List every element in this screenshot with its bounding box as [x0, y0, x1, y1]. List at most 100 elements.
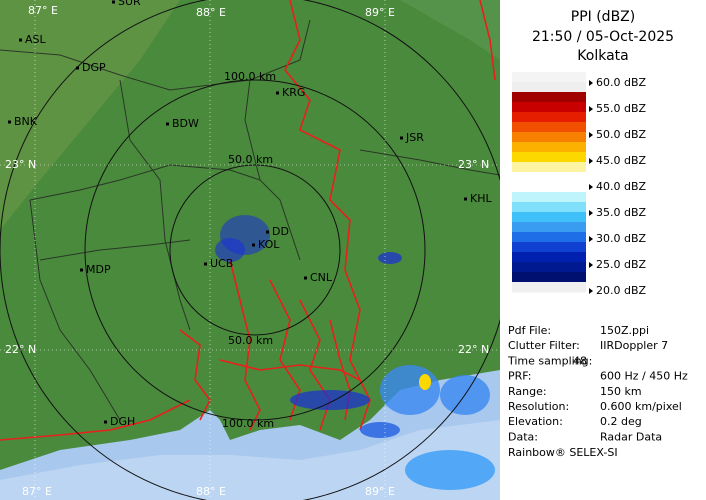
range-label: 100.0 km: [224, 70, 276, 83]
range-label: 100.0 km: [222, 417, 274, 430]
info-key: PRF:: [508, 370, 531, 383]
color-swatch: [512, 202, 586, 213]
grid-label: 88° E: [196, 6, 226, 19]
city-label: ASL: [25, 33, 47, 46]
header-time: 21:50 / 05-Oct-2025: [532, 29, 674, 45]
city-dot: [276, 91, 279, 95]
city-label: UCB: [210, 257, 233, 270]
grid-label: 22° N: [5, 343, 36, 356]
info-value: IIRDoppler 7: [600, 339, 668, 352]
color-swatch: [512, 122, 586, 133]
grid-label: 87° E: [22, 485, 52, 498]
color-swatch: [512, 142, 586, 153]
upland: [0, 0, 180, 230]
city-label: DD: [272, 225, 289, 238]
legend-label: 55.0 dBZ: [596, 102, 647, 115]
city-label: BDW: [172, 117, 199, 130]
city-label: JSR: [405, 131, 424, 144]
grid-label: 88° E: [196, 485, 226, 498]
terrain: [400, 0, 500, 60]
info-key: Range:: [508, 385, 547, 398]
legend-tick: [589, 210, 593, 216]
grid-label: 89° E: [365, 6, 395, 19]
city-dot: [112, 0, 115, 4]
header-title: PPI (dBZ): [571, 9, 635, 25]
map: 87° E 88° E 89° E 23° N 23° N 22° N 22° N 87° E…: [0, 0, 500, 500]
legend-label: 30.0 dBZ: [596, 232, 647, 245]
color-swatch: [512, 252, 586, 263]
legend-label: 20.0 dBZ: [596, 284, 647, 297]
color-swatch: [512, 152, 586, 163]
color-swatch: [512, 212, 586, 223]
city-label: CNL: [310, 271, 333, 284]
color-swatch: [512, 222, 586, 233]
range-rings: [0, 0, 500, 500]
info-value: 48: [573, 354, 587, 367]
city-dot: [266, 230, 269, 234]
info-value: 150Z.ppi: [600, 324, 649, 337]
grid-label: 22° N: [458, 343, 489, 356]
legend-tick: [589, 80, 593, 86]
city-dot: [304, 276, 307, 280]
info-value: Radar Data: [600, 430, 662, 443]
map-labels: 87° E 88° E 89° E 23° N 23° N 22° N 22° N 87° E…: [5, 0, 492, 498]
city-dot: [8, 120, 11, 124]
district-borders: [0, 19, 500, 421]
city-dot: [400, 136, 403, 140]
city-label: SUR: [118, 0, 141, 8]
city-dot: [252, 243, 255, 247]
grid-label: 23° N: [458, 158, 489, 171]
color-swatch: [512, 192, 586, 203]
city-dot: [76, 66, 79, 70]
legend-tick: [589, 288, 593, 294]
city-label: KHL: [470, 192, 492, 205]
city-label: MDP: [86, 263, 111, 276]
info-key: Elevation:: [508, 415, 563, 428]
header-site: Kolkata: [577, 48, 628, 64]
city-dot: [166, 122, 169, 126]
legend-label: 40.0 dBZ: [596, 180, 647, 193]
footer: Rainbow® SELEX-SI: [508, 446, 618, 459]
legend-tick: [589, 262, 593, 268]
grid-label: 23° N: [5, 158, 36, 171]
color-swatch: [512, 72, 586, 83]
legend-tick: [589, 132, 593, 138]
info-value: 0.2 deg: [600, 415, 642, 428]
range-label: 50.0 km: [228, 334, 273, 347]
echoes: [215, 215, 495, 490]
color-swatch: [512, 272, 586, 283]
info-value: 600 Hz / 450 Hz: [600, 370, 688, 383]
legend-tick: [589, 236, 593, 242]
info-key: Pdf File:: [508, 324, 551, 337]
info-key: Clutter Filter:: [508, 339, 580, 352]
color-swatch: [512, 102, 586, 113]
city-dot: [19, 38, 22, 42]
info-value: 150 km: [600, 385, 642, 398]
legend-tick: [589, 106, 593, 112]
range-label: 50.0 km: [228, 153, 273, 166]
info-key: Data:: [508, 430, 538, 443]
color-swatch: [512, 232, 586, 243]
color-swatch: [512, 242, 586, 253]
color-swatch: [512, 172, 586, 183]
grid-label: 89° E: [365, 485, 395, 498]
legend-label: 35.0 dBZ: [596, 206, 647, 219]
color-swatch: [512, 82, 586, 93]
info-key: Resolution:: [508, 400, 569, 413]
info-panel: PPI (dBZ) 21:50 / 05-Oct-2025 Kolkata 60.0 …: [507, 9, 688, 459]
city-label: DGH: [110, 415, 135, 428]
city-label: DGP: [82, 61, 106, 74]
city-dot: [104, 420, 107, 424]
legend-tick: [589, 158, 593, 164]
color-swatch: [512, 282, 586, 293]
shallow-sea: [0, 420, 500, 500]
grid-label: 87° E: [28, 4, 58, 17]
legend-label: 60.0 dBZ: [596, 76, 647, 89]
city-label: BNK: [14, 115, 38, 128]
city-label: KRG: [282, 86, 305, 99]
color-swatch: [512, 162, 586, 173]
legend-label: 50.0 dBZ: [596, 128, 647, 141]
info-key: Time sampling:: [507, 354, 592, 367]
